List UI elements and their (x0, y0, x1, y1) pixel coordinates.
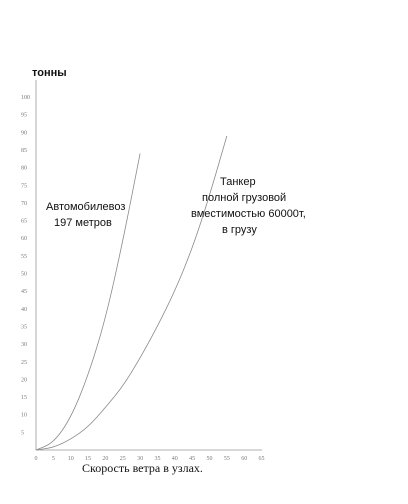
x-tick-labels: 0 5 10 15 20 25 30 35 40 45 50 55 60 65 (35, 456, 265, 462)
x-tick-label: 15 (85, 456, 91, 462)
y-tick-label: 90 (21, 130, 27, 136)
y-tick-label: 35 (21, 324, 27, 330)
series-label-line: 197 метров (54, 217, 112, 229)
y-tick-label: 25 (21, 360, 27, 366)
y-tick-label: 100 (21, 95, 30, 101)
y-tick-label: 20 (21, 377, 27, 383)
x-tick-label: 35 (154, 456, 160, 462)
x-tick-label: 65 (259, 456, 265, 462)
series-label-line: полной грузовой (202, 192, 286, 204)
y-tick-label: 80 (21, 166, 27, 172)
series-line-tanker (35, 135, 228, 451)
x-tick-label: 55 (224, 456, 230, 462)
y-tick-labels: 5 10 15 20 25 30 35 40 45 50 55 60 65 70 75 80 85 90 95 100 (21, 95, 30, 436)
y-tick-label: 45 (21, 289, 27, 295)
y-tick-label: 65 (21, 219, 27, 225)
y-tick-label: 50 (21, 272, 27, 278)
series-lines (35, 135, 228, 451)
y-tick-label: 40 (21, 307, 27, 313)
series-label-line: Танкер (220, 176, 256, 188)
y-tick-label: 55 (21, 254, 27, 260)
x-tick-label: 40 (172, 456, 178, 462)
y-axis-label: тонны (32, 67, 67, 79)
x-axis-label: Скорость ветра в узлах. (82, 461, 203, 475)
y-tick-label: 75 (21, 183, 27, 189)
x-tick-label: 10 (68, 456, 74, 462)
y-tick-label: 85 (21, 148, 27, 154)
y-tick-label: 10 (21, 413, 27, 419)
series-label-line: Автомобилевоз (46, 201, 125, 213)
x-tick-label: 5 (52, 456, 55, 462)
x-tick-label: 25 (120, 456, 126, 462)
y-tick-label: 5 (21, 430, 24, 436)
x-tick-label: 45 (189, 456, 195, 462)
x-tick-label: 0 (35, 456, 38, 462)
y-tick-label: 60 (21, 236, 27, 242)
y-tick-label: 15 (21, 395, 27, 401)
y-tick-label: 95 (21, 113, 27, 119)
series-label-line: вместимостью 60000т, (191, 208, 306, 220)
x-tick-label: 20 (102, 456, 108, 462)
x-tick-label: 30 (137, 456, 143, 462)
series-label-car-carrier: Автомобилевоз 197 метров (46, 201, 125, 229)
x-tick-label: 60 (241, 456, 247, 462)
x-tick-label: 50 (207, 456, 213, 462)
y-tick-label: 70 (21, 201, 27, 207)
y-tick-label: 30 (21, 342, 27, 348)
series-label-tanker: Танкер полной грузовой вместимостью 60000т… (191, 176, 306, 236)
series-line-car-carrier (35, 153, 141, 451)
series-label-line: в грузу (222, 224, 257, 236)
